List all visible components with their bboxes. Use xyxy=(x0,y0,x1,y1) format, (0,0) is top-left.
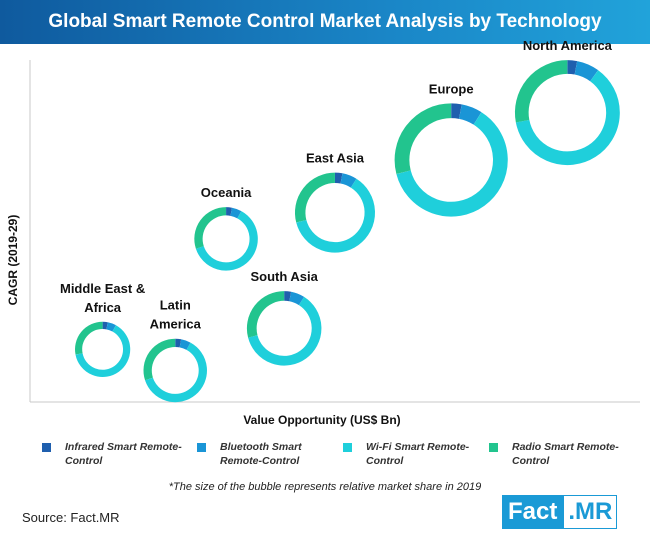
bubble-segment-wi-fi-smart-remote-control xyxy=(296,178,375,253)
bubble-segment-wi-fi-smart-remote-control xyxy=(396,112,508,217)
bubble-segment-bluetooth-smart-remote-control xyxy=(179,339,191,350)
bubble-segment-infrared-smart-remote-control xyxy=(567,60,578,75)
bubble-segment-bluetooth-smart-remote-control xyxy=(574,61,599,82)
y-axis-label: CAGR (2019-29) xyxy=(6,215,20,306)
legend-label-wifi: Wi-Fi Smart Remote-Control xyxy=(366,441,470,467)
bubble-label-middle-east-africa-line-2: Africa xyxy=(84,300,122,315)
legend-item-infrared: Infrared Smart Remote-Control xyxy=(42,440,185,468)
bubble-segment-bluetooth-smart-remote-control xyxy=(106,322,116,332)
bubble-segment-infrared-smart-remote-control xyxy=(334,172,343,184)
legend-item-radio: Radio Smart Remote-Control xyxy=(489,440,632,468)
legend-swatch-wifi xyxy=(343,443,352,452)
bubble-segment-wi-fi-smart-remote-control xyxy=(145,342,207,403)
bubble-segment-bluetooth-smart-remote-control xyxy=(230,207,242,219)
x-axis-label: Value Opportunity (US$ Bn) xyxy=(243,413,400,427)
logo-fact-text: Fact xyxy=(502,495,564,529)
bubble-north-america xyxy=(514,60,620,166)
bubble-segment-bluetooth-smart-remote-control xyxy=(289,291,305,306)
bubble-oceania xyxy=(194,207,258,271)
bubbles-group: Middle East & Africa Latin America Oceania So… xyxy=(60,38,620,403)
legend-swatch-infrared xyxy=(42,443,51,452)
legend-swatch-radio xyxy=(489,443,498,452)
bubble-segment-wi-fi-smart-remote-control xyxy=(248,296,322,366)
bubble-segment-bluetooth-smart-remote-control xyxy=(340,173,357,188)
source-text: Source: Fact.MR xyxy=(22,510,120,525)
bubble-segment-wi-fi-smart-remote-control xyxy=(75,325,131,377)
bubble-segment-wi-fi-smart-remote-control xyxy=(195,211,258,271)
legend-item-wifi: Wi-Fi Smart Remote-Control xyxy=(343,440,486,468)
bubble-segment-radio-smart-remote-control xyxy=(246,291,285,338)
chart-title: Global Smart Remote Control Market Analy… xyxy=(0,0,650,44)
bubble-middle-east-africa xyxy=(75,321,131,377)
bubble-south-asia xyxy=(246,291,322,366)
legend-item-bluetooth: Bluetooth Smart Remote-Control xyxy=(197,440,340,468)
bubble-segment-infrared-smart-remote-control xyxy=(284,291,292,302)
legend-label-infrared: Infrared Smart Remote-Control xyxy=(65,441,182,467)
legend-swatch-bluetooth xyxy=(197,443,206,452)
bubble-segment-radio-smart-remote-control xyxy=(514,60,568,123)
bubble-label-east-asia: East Asia xyxy=(306,151,365,166)
bubble-segment-infrared-smart-remote-control xyxy=(451,103,462,119)
footnote: *The size of the bubble represents relat… xyxy=(168,481,482,493)
bubble-label-north-america: North America xyxy=(523,38,613,53)
bubble-segment-bluetooth-smart-remote-control xyxy=(458,104,482,125)
bubble-segment-radio-smart-remote-control xyxy=(194,207,227,249)
bubble-segment-radio-smart-remote-control xyxy=(394,103,452,175)
factmr-logo: Fact .MR xyxy=(502,495,618,529)
bubble-latin-america xyxy=(143,338,207,403)
bubble-label-latin-america-line-2: America xyxy=(150,317,202,332)
bubble-label-europe: Europe xyxy=(429,81,474,96)
bubble-europe xyxy=(394,103,508,217)
bubble-segment-wi-fi-smart-remote-control xyxy=(515,70,620,166)
logo-mr-text: .MR xyxy=(563,495,618,529)
legend-label-radio: Radio Smart Remote-Control xyxy=(512,441,619,467)
bubble-label-latin-america-line-1: Latin xyxy=(160,298,191,313)
bubble-label-south-asia: South Asia xyxy=(250,269,318,284)
bubble-segment-radio-smart-remote-control xyxy=(294,172,336,223)
bubble-label-oceania: Oceania xyxy=(201,185,252,200)
bubble-segment-radio-smart-remote-control xyxy=(143,338,176,381)
bubble-east-asia xyxy=(294,172,375,253)
legend-label-bluetooth: Bluetooth Smart Remote-Control xyxy=(220,441,302,467)
bubble-segment-radio-smart-remote-control xyxy=(75,321,103,355)
bubble-label-middle-east-africa-line-1: Middle East & xyxy=(60,281,145,296)
